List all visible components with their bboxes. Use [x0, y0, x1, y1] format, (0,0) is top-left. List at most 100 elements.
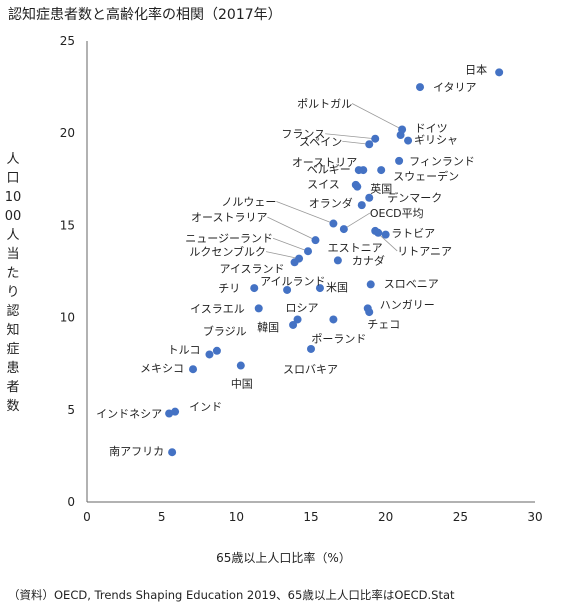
- leader-line: [265, 251, 300, 259]
- x-tick-label: 0: [83, 510, 91, 524]
- data-point: [329, 219, 338, 228]
- point-label: アイルランド: [260, 275, 325, 288]
- y-tick-label: 5: [67, 403, 75, 417]
- data-point: [293, 315, 302, 324]
- data-point: [354, 166, 363, 175]
- data-point: [495, 68, 504, 77]
- data-point: [283, 285, 292, 294]
- point-label: スロバキア: [283, 363, 338, 376]
- data-point: [365, 140, 374, 149]
- point-label: チリ: [218, 282, 240, 295]
- leader-line: [351, 103, 403, 130]
- data-point: [365, 193, 374, 202]
- point-label: ハンガリー: [380, 298, 435, 311]
- data-point: [381, 230, 390, 239]
- data-point: [212, 346, 221, 355]
- x-tick-label: 5: [158, 510, 166, 524]
- data-points: [165, 68, 504, 457]
- data-point: [404, 136, 413, 145]
- x-tick-label: 10: [229, 510, 244, 524]
- leader-line: [342, 140, 370, 145]
- leader-line: [325, 133, 376, 140]
- data-point: [250, 284, 259, 293]
- data-point: [315, 284, 324, 293]
- point-label: メキシコ: [140, 362, 184, 375]
- data-point: [333, 256, 342, 265]
- point-label: ロシア: [286, 301, 319, 314]
- point-label: ノルウェー: [221, 196, 276, 209]
- data-point: [205, 350, 214, 359]
- point-label: オランダ: [309, 196, 353, 210]
- y-tick-label: 15: [60, 218, 75, 232]
- leader-line: [272, 237, 309, 252]
- data-point: [254, 304, 263, 313]
- point-label: カナダ: [352, 253, 385, 267]
- point-label: デンマーク: [387, 191, 442, 205]
- y-axis-label: 人口1000人当たり認知症患者数: [4, 152, 22, 414]
- data-point: [171, 407, 180, 416]
- x-tick-label: 20: [378, 510, 393, 524]
- x-axis-label: 65歳以上人口比率（%）: [216, 551, 351, 565]
- leader-line: [343, 212, 371, 230]
- y-tick-label: 0: [67, 495, 75, 509]
- chart-title: 認知症患者数と高齢化率の相関（2017年）: [8, 7, 282, 23]
- point-label: アイスランド: [219, 262, 284, 275]
- point-label: 英国: [370, 182, 392, 196]
- data-point: [377, 166, 386, 175]
- point-label: ベルギー: [307, 163, 351, 176]
- point-label: ポーランド: [311, 332, 366, 345]
- source-note: （資料）OECD, Trends Shaping Education 2019、…: [8, 588, 455, 602]
- point-label: ポルトガル: [297, 98, 352, 111]
- point-label: 韓国: [257, 321, 279, 334]
- point-label: スロベニア: [384, 277, 439, 290]
- data-point: [395, 156, 404, 165]
- point-label: 米国: [326, 281, 348, 294]
- data-point: [329, 315, 338, 324]
- data-point: [371, 134, 380, 143]
- point-label: スペイン: [299, 135, 342, 148]
- x-tick-label: 30: [527, 510, 542, 524]
- point-label: スイス: [307, 178, 340, 191]
- point-label: リトアニア: [397, 245, 452, 258]
- point-label: ドイツ: [415, 122, 448, 135]
- point-label: インドネシア: [96, 407, 162, 420]
- point-label: オーストリア: [292, 156, 357, 169]
- y-tick-label: 20: [60, 126, 75, 140]
- point-label: イスラエル: [190, 302, 245, 315]
- data-point: [366, 280, 375, 289]
- point-label: ルクセンブルク: [189, 245, 266, 259]
- point-label: スウェーデン: [393, 169, 459, 183]
- point-label: フランス: [281, 128, 325, 141]
- point-label: ギリシャ: [414, 134, 458, 147]
- data-point: [311, 236, 320, 245]
- point-label: イタリア: [433, 81, 477, 94]
- data-point: [189, 365, 198, 374]
- data-point: [304, 247, 313, 256]
- y-tick-label: 10: [60, 311, 75, 325]
- point-label: チェコ: [367, 318, 400, 331]
- point-label: 南アフリカ: [109, 445, 164, 458]
- data-point: [289, 320, 298, 329]
- x-tick-label: 25: [453, 510, 468, 524]
- point-label: OECD平均: [370, 207, 424, 220]
- point-label: トルコ: [168, 343, 201, 356]
- x-tick-label: 15: [303, 510, 318, 524]
- data-point: [416, 83, 425, 92]
- point-label: 中国: [231, 378, 253, 391]
- data-point: [236, 361, 245, 370]
- point-label: ニュージーランド: [185, 232, 273, 245]
- point-label: エストニア: [328, 242, 383, 255]
- data-point: [365, 308, 374, 317]
- point-label: ブラジル: [203, 324, 247, 338]
- data-point: [353, 182, 362, 191]
- leader-line: [276, 201, 334, 224]
- data-point: [357, 201, 366, 210]
- data-point: [339, 225, 348, 234]
- y-tick-label: 25: [60, 34, 75, 48]
- point-label: インド: [189, 401, 222, 414]
- data-point: [168, 448, 177, 457]
- data-point: [290, 258, 299, 267]
- data-point: [307, 344, 315, 353]
- data-point: [396, 131, 405, 140]
